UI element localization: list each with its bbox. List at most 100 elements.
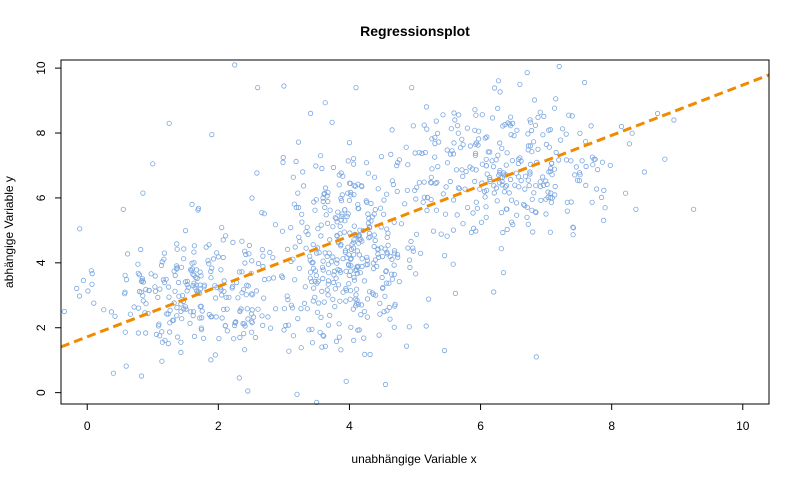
- data-point: [525, 147, 531, 153]
- data-point: [349, 241, 355, 247]
- data-point: [295, 315, 301, 322]
- data-point: [475, 136, 482, 142]
- data-point: [191, 272, 197, 278]
- data-point: [338, 217, 344, 223]
- data-point: [526, 183, 532, 189]
- data-point: [136, 272, 142, 278]
- data-point: [350, 156, 357, 162]
- data-point: [239, 238, 245, 244]
- data-point: [498, 246, 504, 252]
- data-point: [441, 253, 448, 259]
- data-point: [444, 160, 451, 166]
- data-point: [322, 343, 328, 349]
- data-point: [240, 287, 247, 293]
- data-point: [388, 151, 394, 157]
- data-point: [346, 272, 352, 279]
- data-point: [491, 85, 498, 91]
- data-point: [433, 118, 439, 124]
- data-point: [191, 333, 198, 339]
- data-point: [299, 219, 305, 225]
- data-point: [391, 262, 397, 268]
- data-point: [226, 294, 232, 300]
- data-point: [317, 329, 323, 335]
- data-point: [246, 251, 252, 257]
- data-point: [365, 170, 371, 176]
- data-point: [316, 250, 322, 256]
- data-point: [216, 335, 222, 342]
- x-axis-label: unabhängige Variable x: [351, 452, 476, 466]
- data-point: [563, 157, 570, 163]
- data-point: [140, 293, 146, 299]
- data-point: [325, 278, 332, 284]
- data-point: [491, 190, 497, 196]
- data-point: [323, 212, 329, 218]
- data-point: [181, 246, 187, 252]
- data-point: [155, 294, 161, 300]
- data-point: [497, 89, 503, 95]
- data-point: [499, 178, 505, 185]
- data-point: [278, 273, 285, 279]
- data-point: [127, 311, 133, 317]
- x-tick-label: 4: [346, 419, 353, 433]
- data-point: [329, 119, 335, 125]
- data-point: [453, 167, 460, 173]
- data-point: [572, 172, 578, 178]
- data-point: [514, 212, 520, 218]
- data-point: [529, 196, 535, 202]
- data-point: [406, 324, 412, 330]
- data-point: [280, 274, 286, 281]
- data-point: [281, 83, 287, 89]
- data-point: [527, 169, 533, 175]
- data-point: [80, 277, 87, 283]
- data-point: [189, 266, 195, 272]
- data-point: [391, 250, 398, 256]
- y-tick-label: 8: [34, 129, 48, 136]
- data-point: [294, 391, 300, 397]
- data-point: [483, 163, 489, 169]
- data-point: [522, 186, 528, 192]
- data-point: [482, 135, 488, 141]
- data-point: [538, 197, 544, 203]
- data-point: [337, 269, 344, 275]
- data-point: [162, 337, 168, 343]
- data-point: [524, 204, 530, 210]
- data-point: [566, 112, 572, 118]
- data-point: [187, 320, 193, 326]
- data-point: [253, 288, 259, 294]
- data-point: [338, 198, 345, 204]
- data-point: [367, 351, 373, 358]
- data-point: [365, 211, 371, 217]
- data-point: [324, 287, 330, 293]
- data-point: [338, 170, 344, 176]
- data-point: [214, 250, 220, 256]
- data-point: [690, 206, 697, 212]
- data-point: [448, 126, 454, 132]
- data-point: [324, 193, 330, 199]
- data-point: [403, 144, 409, 150]
- data-point: [289, 305, 295, 311]
- data-point: [201, 284, 207, 290]
- data-point: [428, 180, 434, 186]
- data-point: [159, 259, 165, 265]
- data-point: [570, 224, 576, 230]
- data-point: [528, 127, 535, 134]
- data-point: [355, 327, 361, 333]
- data-point: [384, 308, 390, 314]
- data-point: [527, 171, 533, 177]
- data-point: [405, 162, 411, 168]
- data-point: [483, 156, 489, 162]
- data-point: [419, 150, 425, 156]
- data-point: [598, 194, 605, 200]
- data-point: [307, 253, 313, 259]
- data-point: [441, 347, 448, 354]
- data-point: [212, 282, 218, 289]
- data-point: [343, 298, 349, 304]
- data-point: [438, 231, 444, 237]
- data-point: [641, 169, 648, 175]
- data-point: [313, 163, 319, 169]
- data-point: [320, 275, 326, 282]
- data-point: [425, 296, 432, 302]
- data-point: [459, 167, 465, 173]
- data-point: [249, 307, 255, 313]
- data-point: [435, 164, 441, 170]
